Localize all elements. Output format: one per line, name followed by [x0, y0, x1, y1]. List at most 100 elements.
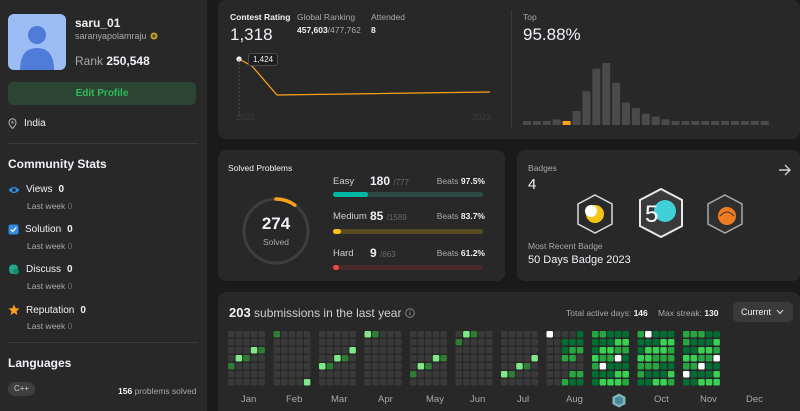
heatmap-cell[interactable] — [334, 355, 341, 362]
heatmap-cell[interactable] — [281, 379, 288, 386]
heatmap-cell[interactable] — [319, 331, 326, 338]
heatmap-cell[interactable] — [652, 347, 660, 354]
heatmap-cell[interactable] — [463, 339, 470, 346]
heatmap-cell[interactable] — [235, 347, 243, 354]
heatmap-cell[interactable] — [341, 363, 349, 370]
solved-progress-ring[interactable] — [240, 195, 312, 267]
heatmap-cell[interactable] — [410, 347, 417, 354]
heatmap-cell[interactable] — [440, 379, 447, 386]
heatmap-cell[interactable] — [319, 355, 326, 362]
heatmap-cell[interactable] — [516, 363, 523, 370]
heatmap-cell[interactable] — [478, 363, 485, 370]
heatmap-cell[interactable] — [698, 347, 705, 354]
heatmap-cell[interactable] — [652, 379, 660, 386]
heatmap-cell[interactable] — [660, 355, 667, 362]
heatmap-cell[interactable] — [364, 347, 372, 354]
language-chip[interactable]: C++ — [8, 382, 35, 396]
heatmap-cell[interactable] — [531, 355, 538, 362]
heatmap-cell[interactable] — [607, 331, 614, 338]
heatmap-cell[interactable] — [690, 339, 698, 346]
heatmap-cell[interactable] — [288, 363, 296, 370]
heatmap-cell[interactable] — [667, 379, 675, 386]
heatmap-cell[interactable] — [637, 331, 645, 338]
heatmap-cell[interactable] — [273, 347, 281, 354]
heatmap-cell[interactable] — [523, 347, 531, 354]
heatmap-cell[interactable] — [637, 347, 645, 354]
heatmap-cell[interactable] — [569, 363, 576, 370]
heatmap-cell[interactable] — [364, 363, 372, 370]
heatmap-cell[interactable] — [319, 371, 326, 378]
heatmap-cell[interactable] — [303, 379, 311, 386]
heatmap-cell[interactable] — [379, 355, 387, 362]
heatmap-cell[interactable] — [523, 339, 531, 346]
heatmap-cell[interactable] — [425, 339, 432, 346]
heatmap-cell[interactable] — [501, 339, 508, 346]
heatmap-cell[interactable] — [243, 339, 250, 346]
heatmap-cell[interactable] — [243, 363, 250, 370]
heatmap-cell[interactable] — [645, 379, 652, 386]
heatmap-cell[interactable] — [516, 379, 523, 386]
heatmap-cell[interactable] — [554, 339, 561, 346]
heatmap-cell[interactable] — [228, 371, 235, 378]
heatmap-cell[interactable] — [417, 339, 425, 346]
badge-icon[interactable] — [576, 194, 614, 234]
heatmap-cell[interactable] — [645, 363, 652, 370]
heatmap-cell[interactable] — [667, 355, 675, 362]
histogram-bar[interactable] — [701, 121, 710, 125]
heatmap-cell[interactable] — [607, 355, 614, 362]
heatmap-cell[interactable] — [288, 347, 296, 354]
heatmap-cell[interactable] — [432, 379, 440, 386]
heatmap-cell[interactable] — [372, 339, 379, 346]
heatmap-cell[interactable] — [326, 355, 334, 362]
heatmap-cell[interactable] — [394, 347, 402, 354]
heatmap-cell[interactable] — [713, 339, 720, 346]
heatmap-cell[interactable] — [319, 347, 326, 354]
heatmap-cell[interactable] — [273, 355, 281, 362]
heatmap-cell[interactable] — [569, 355, 576, 362]
heatmap-cell[interactable] — [713, 363, 720, 370]
heatmap-cell[interactable] — [652, 371, 660, 378]
heatmap-cell[interactable] — [690, 363, 698, 370]
heatmap-cell[interactable] — [485, 379, 493, 386]
heatmap-cell[interactable] — [501, 371, 508, 378]
heatmap-cell[interactable] — [614, 355, 622, 362]
histogram-bar[interactable] — [750, 121, 759, 125]
heatmap-cell[interactable] — [576, 339, 584, 346]
histogram-bar[interactable] — [592, 68, 601, 125]
heatmap-cell[interactable] — [576, 347, 584, 354]
heatmap-cell[interactable] — [410, 363, 417, 370]
heatmap-cell[interactable] — [546, 347, 554, 354]
heatmap-cell[interactable] — [508, 355, 516, 362]
heatmap-cell[interactable] — [349, 355, 356, 362]
heatmap-cell[interactable] — [485, 363, 493, 370]
heatmap-cell[interactable] — [228, 379, 235, 386]
heatmap-cell[interactable] — [425, 331, 432, 338]
heatmap-cell[interactable] — [296, 339, 303, 346]
heatmap-cell[interactable] — [478, 347, 485, 354]
heatmap-cell[interactable] — [698, 363, 705, 370]
heatmap-cell[interactable] — [576, 363, 584, 370]
heatmap-cell[interactable] — [622, 347, 629, 354]
heatmap-cell[interactable] — [387, 331, 394, 338]
heatmap-cell[interactable] — [440, 331, 447, 338]
heatmap-cell[interactable] — [478, 339, 485, 346]
heatmap-cell[interactable] — [501, 355, 508, 362]
heatmap-cell[interactable] — [228, 363, 235, 370]
heatmap-cell[interactable] — [485, 347, 493, 354]
histogram-bar[interactable] — [612, 82, 621, 125]
heatmap-cell[interactable] — [288, 379, 296, 386]
heatmap-cell[interactable] — [455, 355, 463, 362]
heatmap-cell[interactable] — [410, 355, 417, 362]
heatmap-cell[interactable] — [485, 331, 493, 338]
heatmap-cell[interactable] — [394, 355, 402, 362]
heatmap-cell[interactable] — [523, 355, 531, 362]
heatmap-cell[interactable] — [683, 355, 690, 362]
heatmap-cell[interactable] — [508, 347, 516, 354]
heatmap-cell[interactable] — [387, 363, 394, 370]
heatmap-cell[interactable] — [387, 339, 394, 346]
heatmap-cell[interactable] — [303, 371, 311, 378]
heatmap-cell[interactable] — [326, 379, 334, 386]
heatmap-cell[interactable] — [660, 371, 667, 378]
heatmap-cell[interactable] — [667, 363, 675, 370]
heatmap-cell[interactable] — [243, 379, 250, 386]
